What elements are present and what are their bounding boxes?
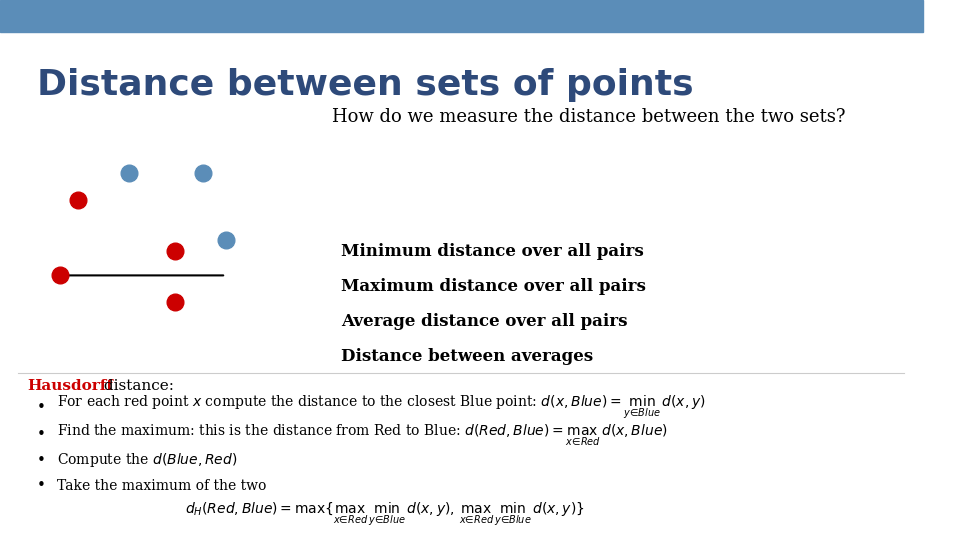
Text: distance:: distance:: [99, 379, 174, 393]
Text: Minimum distance over all pairs: Minimum distance over all pairs: [342, 242, 644, 260]
Text: Distance between sets of points: Distance between sets of points: [36, 68, 693, 102]
Text: Take the maximum of the two: Take the maximum of the two: [58, 479, 267, 493]
Bar: [0, 0, 923, 32]
Text: How do we measure the distance between the two sets?: How do we measure the distance between t…: [332, 108, 846, 126]
Text: •: •: [36, 427, 46, 442]
Text: Hausdorff: Hausdorff: [28, 379, 113, 393]
Text: Distance between averages: Distance between averages: [342, 348, 593, 365]
Text: Compute the $d(Blue, Red)$: Compute the $d(Blue, Red)$: [58, 451, 238, 469]
Text: •: •: [36, 400, 46, 415]
Text: Average distance over all pairs: Average distance over all pairs: [342, 313, 628, 330]
Text: Find the maximum: this is the distance from Red to Blue: $d(Red, Blue) = \max_{x: Find the maximum: this is the distance f…: [58, 422, 668, 447]
Text: •: •: [36, 478, 46, 494]
Text: Maximum distance over all pairs: Maximum distance over all pairs: [342, 278, 646, 295]
Text: •: •: [36, 453, 46, 468]
Text: For each red point $x$ compute the distance to the closest Blue point: $d(x, Blu: For each red point $x$ compute the dista…: [58, 394, 706, 421]
Text: $d_H(Red, Blue) = \max\{ \max_{x \in Red} \, \min_{y \in Blue} \, d(x,y), \, \ma: $d_H(Red, Blue) = \max\{ \max_{x \in Red…: [184, 501, 585, 528]
